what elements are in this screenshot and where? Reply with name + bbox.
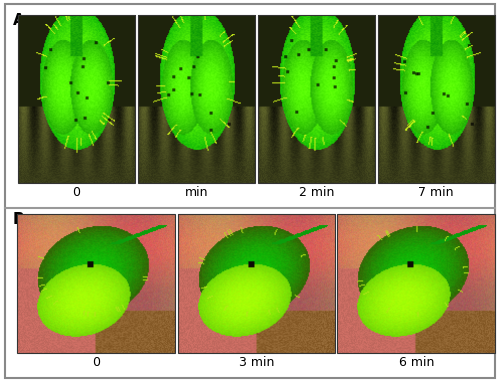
Text: min: min (184, 186, 208, 199)
Bar (18, 214, 175, 353)
Text: 6 min: 6 min (398, 356, 434, 369)
Bar (338, 214, 495, 353)
Text: B: B (12, 212, 24, 227)
Text: 0: 0 (92, 356, 100, 369)
Bar (178, 214, 335, 353)
Bar (18, 15, 135, 183)
Text: 7 min: 7 min (418, 186, 454, 199)
Text: 3 min: 3 min (238, 356, 274, 369)
Bar (378, 15, 495, 183)
Text: 2 min: 2 min (298, 186, 334, 199)
Bar (138, 15, 255, 183)
Text: 0: 0 (72, 186, 80, 199)
Bar (258, 15, 375, 183)
Text: A: A (12, 13, 24, 28)
